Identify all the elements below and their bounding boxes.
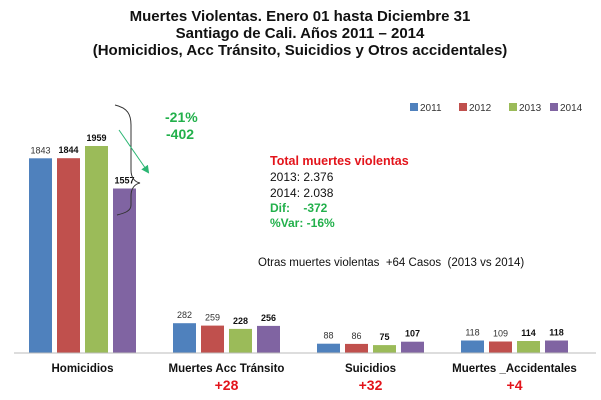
homicide-arrow xyxy=(118,129,150,174)
category-label-1: Muertes Acc Tránsito xyxy=(169,363,285,375)
other-deaths-note: Otras muertes violentas +64 Casos (2013 … xyxy=(258,257,524,269)
bar-2012-0 xyxy=(57,158,80,353)
value-label-2011-2: 88 xyxy=(323,331,333,341)
homicide-bracket xyxy=(114,104,141,216)
category-labels: Homicidios Muertes Acc Tránsito +28 Suicidi… xyxy=(52,363,577,393)
bar-2014-1 xyxy=(257,325,280,353)
bar-2011-0 xyxy=(29,158,52,353)
value-label-2012-1: 259 xyxy=(205,313,220,323)
bar-2014-2 xyxy=(401,341,424,353)
legend-swatch-2011 xyxy=(410,103,418,111)
chart-title-line-2: Santiago de Cali. Años 2011 – 2014 xyxy=(176,25,425,42)
category-delta-2: +32 xyxy=(359,377,383,393)
value-labels: 1843 1844 1959 1557 282 259 228 256 88 86 75 107 118… xyxy=(30,133,563,342)
total-2014: 2014: 2.038 xyxy=(270,186,334,200)
value-label-2013-2: 75 xyxy=(379,332,389,342)
bar-2013-0 xyxy=(85,146,108,353)
total-heading: Total muertes violentas xyxy=(270,154,409,168)
value-label-2011-1: 282 xyxy=(177,310,192,320)
homicide-change-abs: -402 xyxy=(166,126,194,142)
legend-label-2014: 2014 xyxy=(560,103,583,114)
value-label-2011-0: 1843 xyxy=(30,145,50,155)
value-label-2012-0: 1844 xyxy=(58,145,78,155)
chart-title-line-1: Muertes Violentas. Enero 01 hasta Diciem… xyxy=(130,8,471,25)
legend-swatch-2012 xyxy=(459,103,467,111)
value-label-2011-3: 118 xyxy=(465,328,479,338)
total-difference: Dif: -372 xyxy=(270,201,328,215)
legend-label-2011: 2011 xyxy=(420,103,442,114)
total-2013: 2013: 2.376 xyxy=(270,170,334,184)
value-label-2014-2: 107 xyxy=(405,329,420,339)
bar-2014-3 xyxy=(545,340,568,353)
bar-2012-3 xyxy=(489,341,512,353)
category-label-0: Homicidios xyxy=(52,363,114,375)
value-label-2013-3: 114 xyxy=(521,328,536,338)
legend-label-2012: 2012 xyxy=(469,103,492,114)
bar-2011-2 xyxy=(317,343,340,353)
category-delta-3: +4 xyxy=(507,377,523,393)
value-label-2013-1: 228 xyxy=(233,316,248,326)
bar-area xyxy=(29,146,568,353)
bar-2013-1 xyxy=(229,328,252,353)
bar-2011-3 xyxy=(461,340,484,353)
category-label-2: Suicidios xyxy=(345,363,396,375)
homicide-change-pct: -21% xyxy=(165,109,198,125)
legend-swatch-2013 xyxy=(509,103,517,111)
value-label-2012-3: 109 xyxy=(493,329,508,339)
bar-2013-3 xyxy=(517,341,540,353)
chart-title-line-3: (Homicidios, Acc Tránsito, Suicidios y O… xyxy=(93,42,508,59)
value-label-2014-0: 1557 xyxy=(114,176,134,186)
category-delta-1: +28 xyxy=(215,377,239,393)
category-label-3: Muertes _Accidentales xyxy=(452,363,577,375)
value-label-2013-0: 1959 xyxy=(86,133,106,143)
legend-swatch-2014 xyxy=(550,103,558,111)
bar-2012-1 xyxy=(201,325,224,353)
bar-2013-2 xyxy=(373,345,396,353)
value-label-2014-3: 118 xyxy=(549,328,564,338)
value-label-2012-2: 86 xyxy=(351,331,361,341)
bar-2014-0 xyxy=(113,188,136,353)
bar-2011-1 xyxy=(173,323,196,353)
bar-2012-2 xyxy=(345,343,368,353)
legend: 2011 2012 2013 2014 xyxy=(410,103,583,114)
value-label-2014-1: 256 xyxy=(261,313,276,323)
legend-label-2013: 2013 xyxy=(519,103,542,114)
total-pct-variation: %Var: -16% xyxy=(270,216,335,230)
